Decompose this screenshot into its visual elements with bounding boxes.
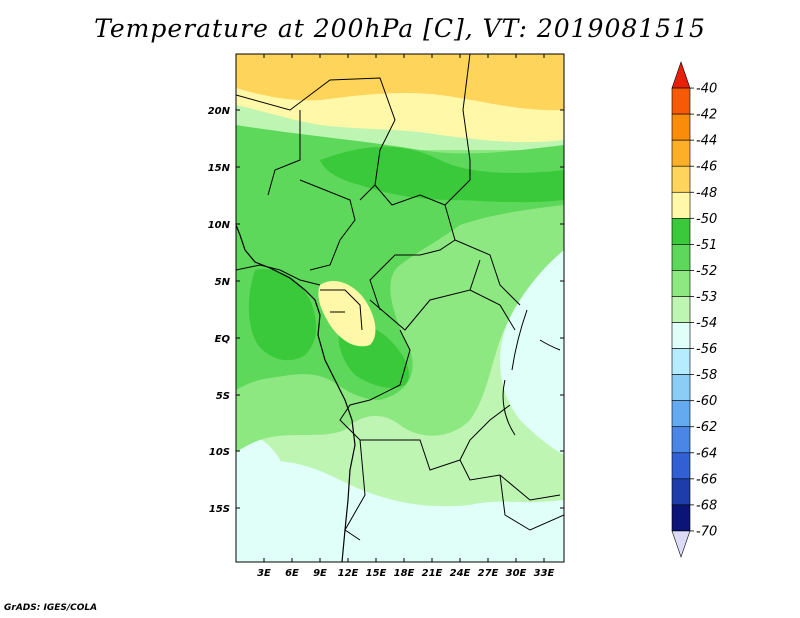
colorbar-label: -42	[696, 108, 717, 123]
lat-label-5s: 5S	[216, 391, 230, 402]
colorbar-box	[671, 139, 691, 167]
lat-label-10s: 10S	[209, 447, 230, 458]
colorbar-label: -64	[696, 446, 717, 461]
lon-labels: 3E 6E 9E 12E 15E 18E 21E 24E 27E 30E 33E	[257, 568, 554, 579]
country-borders	[236, 54, 564, 541]
lon-label-33e: 33E	[534, 568, 555, 579]
colorbar-label: -58	[696, 368, 717, 383]
lon-label-18e: 18E	[394, 568, 415, 579]
lon-label-21e: 21E	[422, 568, 443, 579]
colorbar-label: -60	[696, 394, 717, 409]
map-frame	[235, 53, 565, 563]
lat-ticks	[236, 109, 564, 509]
colorbar-box	[671, 296, 691, 323]
colorbar-box	[671, 348, 691, 375]
colorbar-box	[671, 191, 691, 219]
lon-label-15e: 15E	[366, 568, 387, 579]
lon-label-9e: 9E	[313, 568, 327, 579]
lon-label-12e: 12E	[338, 568, 359, 579]
colorbar-box	[671, 504, 691, 532]
colorbar-label: -51	[696, 238, 717, 253]
colorbar-label: -62	[696, 420, 717, 435]
lat-label-10n: 10N	[208, 220, 231, 231]
colorbar-label: -56	[696, 342, 717, 357]
field-band-54-south	[236, 461, 564, 562]
lat-label-eq: EQ	[215, 334, 231, 345]
colorbar-box	[671, 244, 691, 271]
colorbar-label: -44	[696, 134, 717, 149]
temperature-field	[236, 54, 564, 562]
coastline	[236, 224, 356, 562]
colorbar-box	[671, 426, 691, 454]
lon-label-27e: 27E	[478, 568, 499, 579]
lat-label-5n: 5N	[215, 277, 231, 288]
colorbar-box	[671, 530, 691, 558]
colorbar-box	[671, 400, 691, 428]
colorbar-label: -68	[696, 498, 717, 513]
colorbar-box	[671, 478, 691, 506]
colorbar-label: -50	[696, 212, 717, 227]
colorbar-label: -48	[696, 186, 717, 201]
lat-label-15s: 15S	[209, 504, 230, 515]
lon-label-30e: 30E	[506, 568, 527, 579]
lon-label-24e: 24E	[450, 568, 471, 579]
colorbar-label: -66	[696, 472, 717, 487]
lat-label-20n: 20N	[208, 106, 231, 117]
field-band-50-central	[318, 280, 376, 347]
colorbar-box	[671, 270, 691, 297]
field-band-48	[236, 54, 564, 111]
field-band-54-east	[500, 245, 564, 455]
colorbar-box	[671, 218, 691, 245]
lon-label-6e: 6E	[285, 568, 299, 579]
colorbar-label: -70	[696, 524, 717, 539]
colorbar-label: -40	[696, 82, 717, 97]
colorbar-label: -53	[696, 290, 717, 305]
lat-labels: 20N 15N 10N 5N EQ 5S 10S 15S	[208, 106, 231, 515]
lat-label-15n: 15N	[208, 163, 231, 174]
field-band-51-north	[320, 146, 564, 203]
colorbar-box	[671, 61, 691, 89]
colorbar	[671, 61, 691, 558]
colorbar-labels: -40 -42 -44 -46 -48 -50 -51 -52 -53 -54 -56 -58 -60 -…	[690, 82, 717, 539]
colorbar-box	[671, 87, 691, 115]
colorbar-label: -54	[696, 316, 717, 331]
chart-title: Temperature at 200hPa [C], VT: 201908151…	[94, 14, 706, 43]
lon-ticks	[263, 54, 545, 562]
colorbar-box	[671, 374, 691, 401]
grads-credit: GrADS: IGES/COLA	[4, 603, 98, 613]
colorbar-label: -46	[696, 160, 717, 175]
colorbar-box	[671, 452, 691, 480]
colorbar-label: -52	[696, 264, 717, 279]
colorbar-box	[671, 322, 691, 349]
field-band-54-southwest	[236, 434, 286, 505]
field-band-51	[248, 269, 317, 361]
lon-label-3e: 3E	[257, 568, 271, 579]
colorbar-box	[671, 113, 691, 141]
colorbar-box	[671, 165, 691, 193]
